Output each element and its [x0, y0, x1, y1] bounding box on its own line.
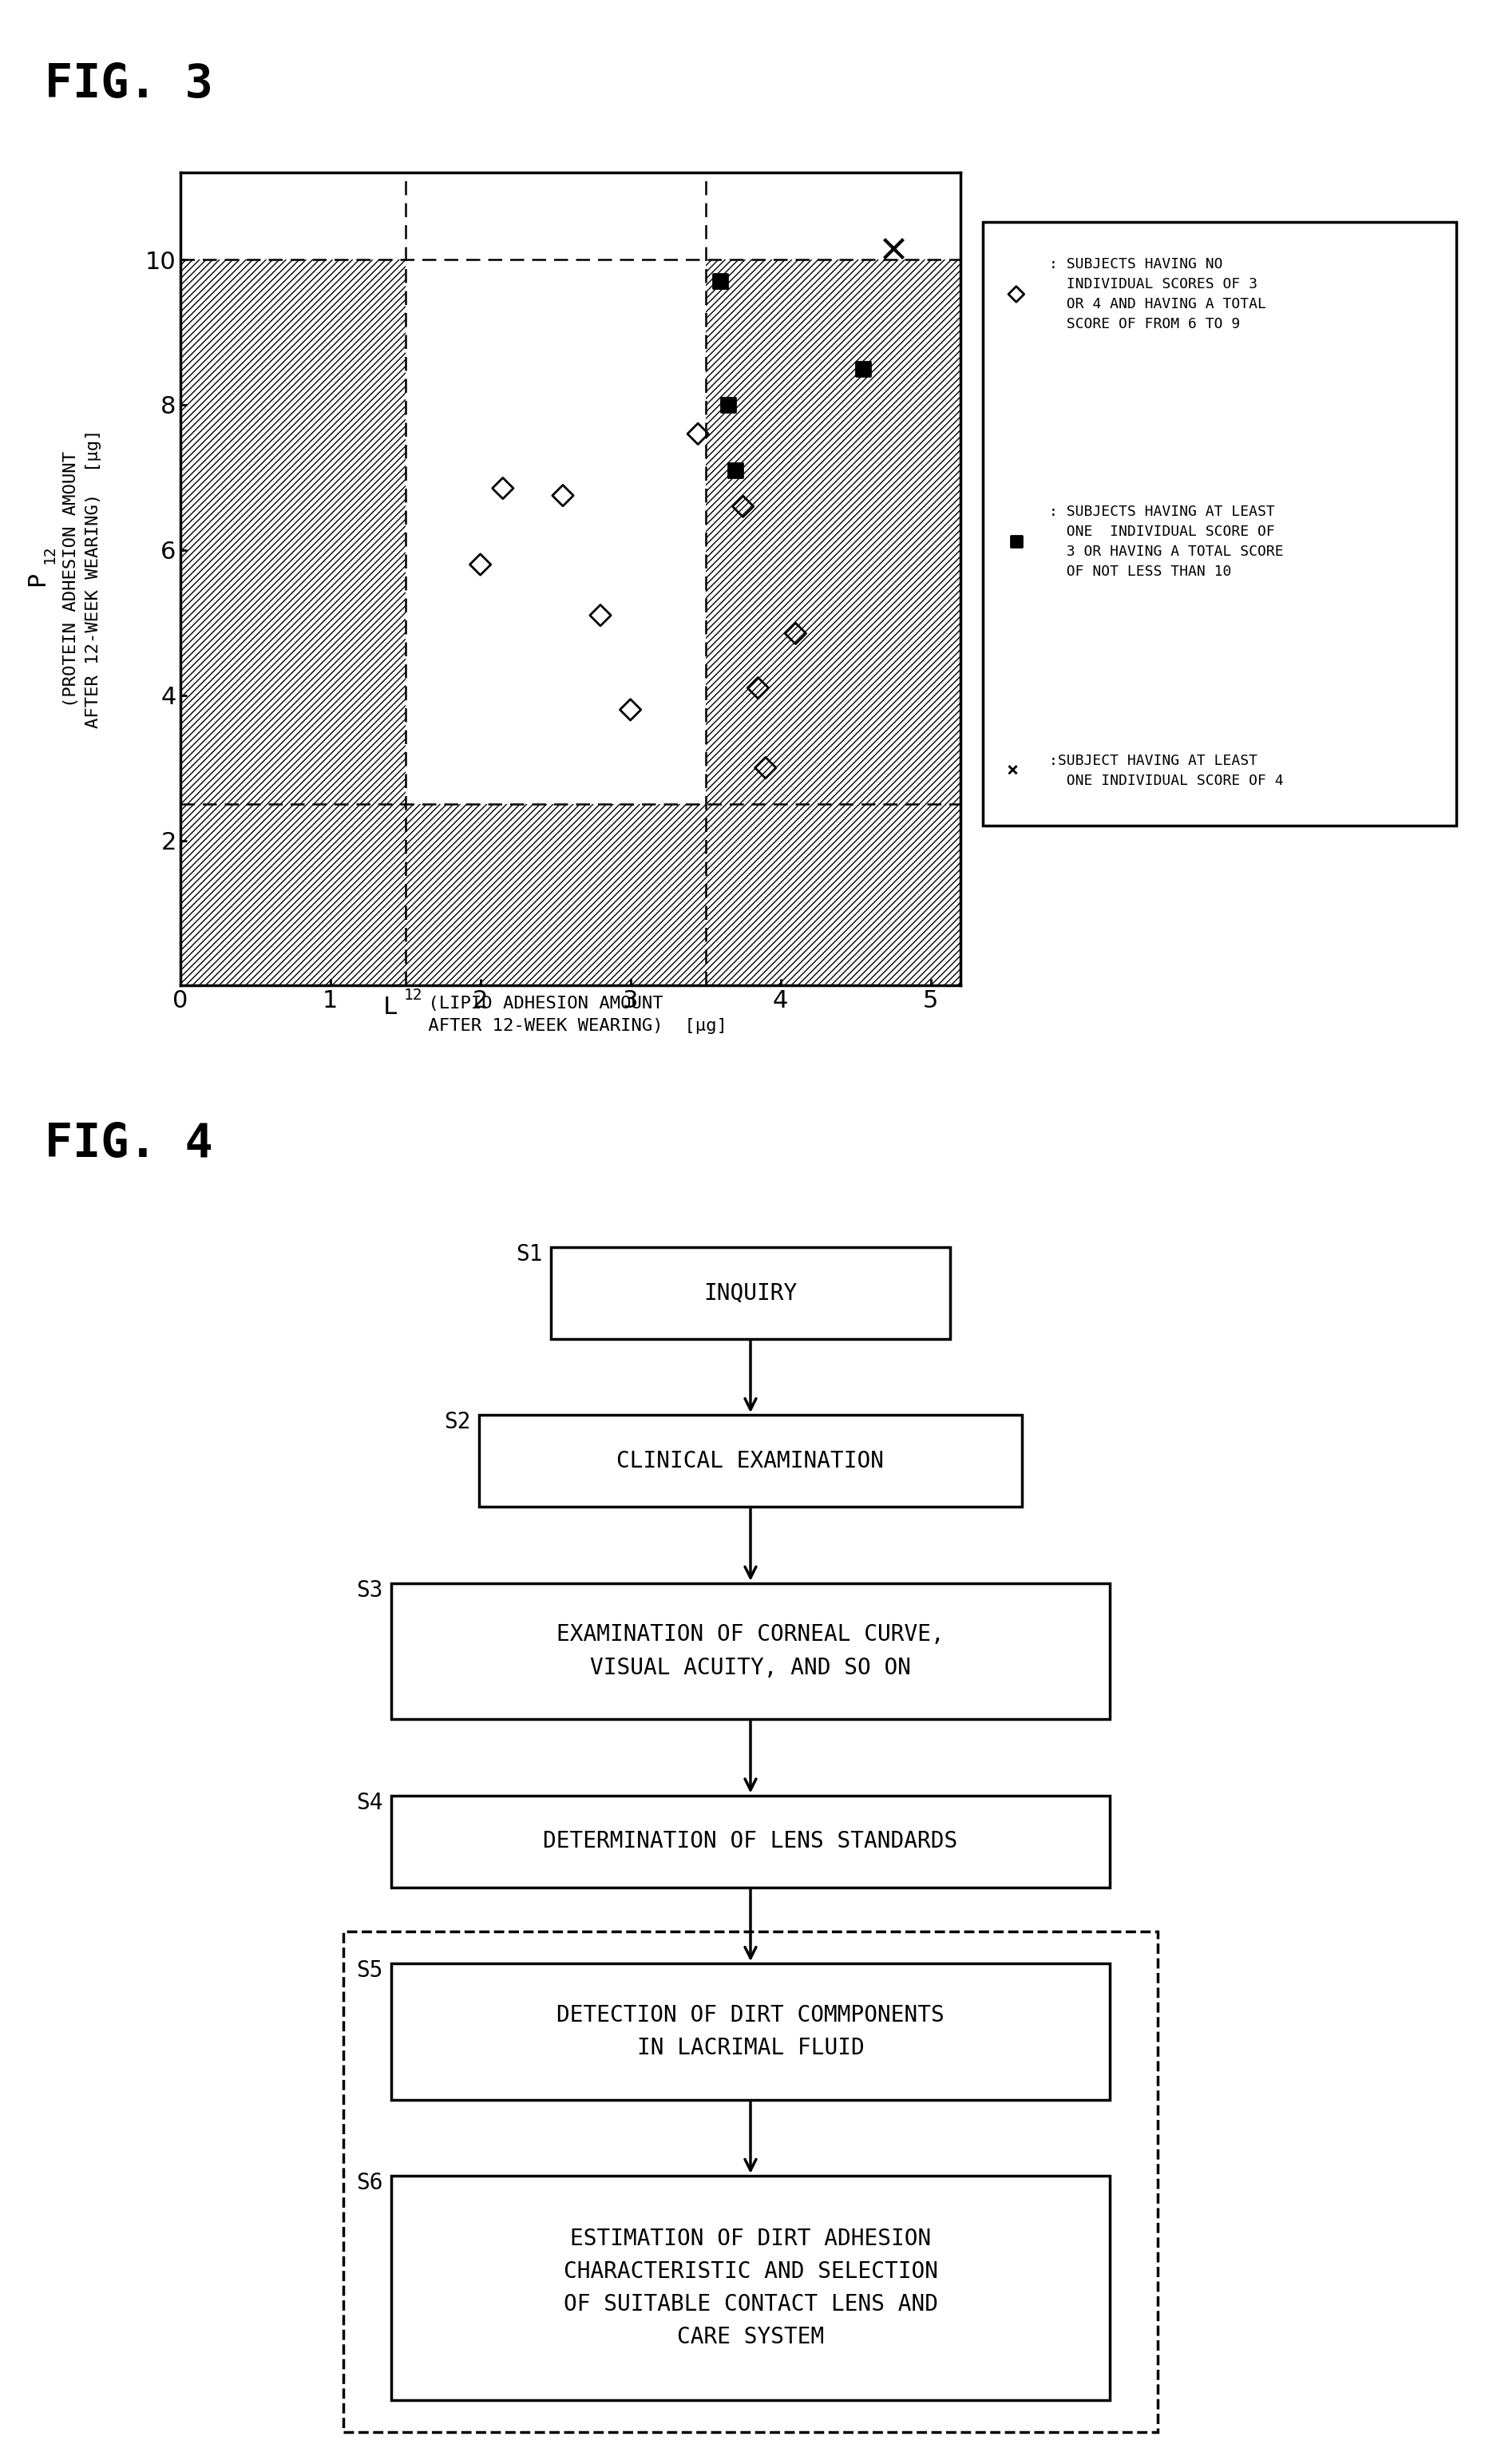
Text: FIG. 3: FIG. 3	[45, 62, 213, 106]
Point	[784, 614, 808, 653]
Text: ×: ×	[1007, 761, 1019, 781]
Bar	[392, 2176, 1109, 2400]
Text: S6: S6	[357, 2171, 383, 2193]
Bar	[392, 1582, 1109, 1720]
Bar	[180, 803, 961, 986]
Text: ESTIMATION OF DIRT ADHESION
CHARACTERISTIC AND SELECTION
OF SUITABLE CONTACT LEN: ESTIMATION OF DIRT ADHESION CHARACTERIST…	[563, 2227, 938, 2348]
Text: : SUBJECTS HAVING NO
  INDIVIDUAL SCORES OF 3
  OR 4 AND HAVING A TOTAL
  SCORE : : SUBJECTS HAVING NO INDIVIDUAL SCORES O…	[1049, 256, 1267, 330]
Point	[588, 596, 612, 636]
Text: INQUIRY: INQUIRY	[704, 1281, 797, 1303]
Text: S4: S4	[357, 1791, 383, 1814]
Point	[881, 229, 905, 269]
Bar	[551, 1247, 950, 1338]
Text: S2: S2	[444, 1412, 471, 1434]
Point	[851, 350, 875, 389]
Text: L: L	[383, 995, 398, 1018]
Text: EXAMINATION OF CORNEAL CURVE,
VISUAL ACUITY, AND SO ON: EXAMINATION OF CORNEAL CURVE, VISUAL ACU…	[557, 1624, 944, 1678]
Text: CLINICAL EXAMINATION: CLINICAL EXAMINATION	[617, 1449, 884, 1471]
Point	[754, 749, 778, 788]
Bar	[705, 259, 961, 803]
Text: (LIPID ADHESION AMOUNT
 AFTER 12-WEEK WEARING)  [μg]: (LIPID ADHESION AMOUNT AFTER 12-WEEK WEA…	[417, 995, 726, 1035]
Text: DETECTION OF DIRT COMMPONENTS
IN LACRIMAL FLUID: DETECTION OF DIRT COMMPONENTS IN LACRIMA…	[557, 2003, 944, 2060]
Point	[731, 488, 755, 527]
Text: FIG. 4: FIG. 4	[45, 1121, 213, 1165]
Point	[686, 414, 710, 453]
Text: 12: 12	[42, 545, 57, 564]
Bar	[479, 1414, 1022, 1508]
Text: : SUBJECTS HAVING AT LEAST
  ONE  INDIVIDUAL SCORE OF
  3 OR HAVING A TOTAL SCOR: : SUBJECTS HAVING AT LEAST ONE INDIVIDUA…	[1049, 505, 1283, 579]
Bar	[392, 1796, 1109, 1887]
Point	[1004, 522, 1028, 562]
Bar	[344, 1932, 1157, 2432]
Text: S5: S5	[357, 1959, 383, 1981]
Text: :SUBJECT HAVING AT LEAST
  ONE INDIVIDUAL SCORE OF 4: :SUBJECT HAVING AT LEAST ONE INDIVIDUAL …	[1049, 754, 1283, 788]
Point	[491, 468, 515, 508]
Text: S3: S3	[357, 1579, 383, 1602]
Bar	[392, 1964, 1109, 2099]
Point	[723, 451, 747, 490]
Text: 12: 12	[404, 988, 423, 1003]
Point	[468, 545, 492, 584]
Point	[716, 384, 740, 424]
Point	[1004, 274, 1028, 313]
Point	[551, 476, 575, 515]
Text: (PROTEIN ADHESION AMOUNT
AFTER 12-WEEK WEARING)  [μg]: (PROTEIN ADHESION AMOUNT AFTER 12-WEEK W…	[63, 429, 102, 729]
Text: P: P	[26, 572, 50, 586]
Point	[746, 668, 770, 707]
Point	[618, 690, 642, 729]
Text: DETERMINATION OF LENS STANDARDS: DETERMINATION OF LENS STANDARDS	[543, 1831, 958, 1853]
Point	[708, 261, 732, 301]
Bar	[180, 259, 405, 803]
Text: S1: S1	[516, 1242, 543, 1264]
